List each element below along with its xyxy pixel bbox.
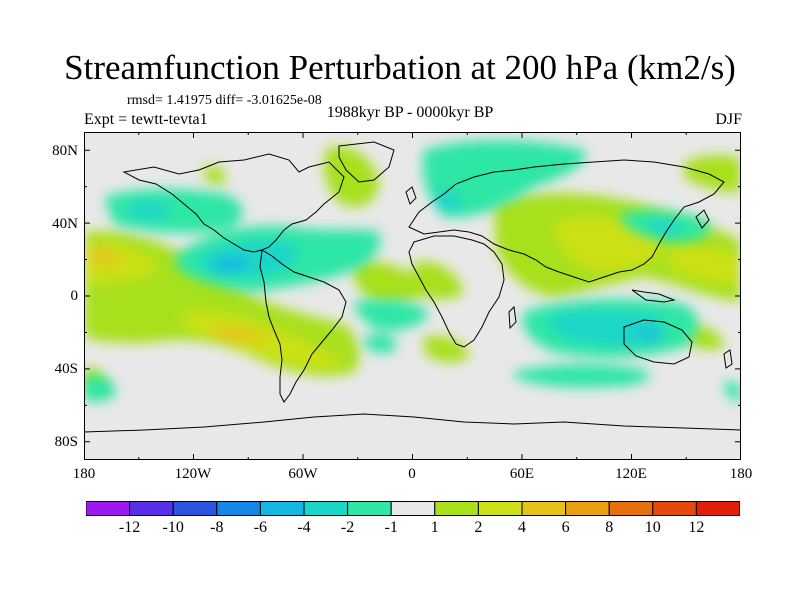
colorbar-label-13: 12 <box>688 519 705 536</box>
map-panel <box>84 132 741 460</box>
colorbar-box-12 <box>608 501 654 516</box>
colorbar-box-8 <box>434 501 479 516</box>
colorbar-label-2: -8 <box>210 519 224 536</box>
contour-fields <box>84 140 741 402</box>
map-canvas <box>84 132 741 460</box>
lon-label-120w: 120W <box>174 466 212 482</box>
colorbar-box-10 <box>521 501 567 516</box>
colorbar-label-10: 6 <box>561 519 570 536</box>
lon-label-120e: 120E <box>615 466 647 482</box>
colorbar-label-0: -12 <box>118 519 141 536</box>
colorbar-label-6: -1 <box>384 519 398 536</box>
negative-anomalies <box>84 140 741 402</box>
axis-ticks <box>84 132 741 460</box>
coast-greenland <box>338 141 395 183</box>
coast-madagascar <box>508 305 517 330</box>
colorbar-label-12: 10 <box>644 519 661 536</box>
colorbar <box>85 501 741 516</box>
colorbar-box-2 <box>172 501 218 516</box>
coast-uk <box>405 186 417 205</box>
lat-label-40s: 40S <box>54 361 78 377</box>
coast-africa <box>408 235 505 348</box>
colorbar-box-1 <box>129 501 174 516</box>
coastlines <box>84 141 741 433</box>
colorbar-box-0 <box>85 501 131 516</box>
colorbar-box-14 <box>695 501 741 516</box>
colorbar-boxes <box>85 501 741 516</box>
colorbar-box-4 <box>259 501 305 516</box>
coast-indonesia <box>631 289 676 303</box>
coast-north-america <box>122 153 345 253</box>
colorbar-box-6 <box>347 501 392 516</box>
colorbar-label-8: 2 <box>474 519 483 536</box>
lon-label-60e: 60E <box>509 466 535 482</box>
lat-label-0: 0 <box>70 288 79 304</box>
colorbar-label-4: -4 <box>297 519 311 536</box>
season-label: DJF <box>715 111 742 128</box>
colorbar-box-5 <box>303 501 349 516</box>
colorbar-label-3: -6 <box>253 519 268 536</box>
colorbar-box-7 <box>390 501 436 516</box>
coast-japan <box>695 209 710 229</box>
colorbar-box-9 <box>477 501 523 516</box>
lat-label-40n: 40N <box>52 216 78 232</box>
colorbar-label-7: 1 <box>430 519 439 536</box>
lat-label-80n: 80N <box>52 143 78 159</box>
colorbar-label-1: -10 <box>162 519 184 536</box>
coast-eurasia <box>408 159 725 283</box>
coast-new-zealand <box>723 349 733 369</box>
experiment-label: Expt = tewtt-tevta1 <box>84 111 208 128</box>
coast-antarctica <box>84 413 741 433</box>
plot-title: Streamfunction Perturbation at 200 hPa (… <box>64 48 736 87</box>
colorbar-label-5: -2 <box>340 519 355 536</box>
coast-south-america <box>259 249 347 403</box>
lon-label-0: 0 <box>408 466 416 482</box>
lon-label-180w: 180 <box>72 466 96 482</box>
colorbar-box-11 <box>565 501 610 516</box>
colorbar-label-9: 4 <box>518 519 526 536</box>
colorbar-box-3 <box>216 501 261 516</box>
period-label: 1988kyr BP - 0000kyr BP <box>326 104 494 121</box>
lon-label-180e: 180 <box>729 466 753 482</box>
colorbar-label-11: 8 <box>605 519 614 536</box>
lat-label-80s: 80S <box>54 434 78 450</box>
coast-australia <box>623 319 693 365</box>
lon-label-60w: 60W <box>288 466 318 482</box>
colorbar-box-13 <box>652 501 697 516</box>
rmsd-diff-stats: rmsd= 1.41975 diff= -3.01625e-08 <box>127 93 322 108</box>
